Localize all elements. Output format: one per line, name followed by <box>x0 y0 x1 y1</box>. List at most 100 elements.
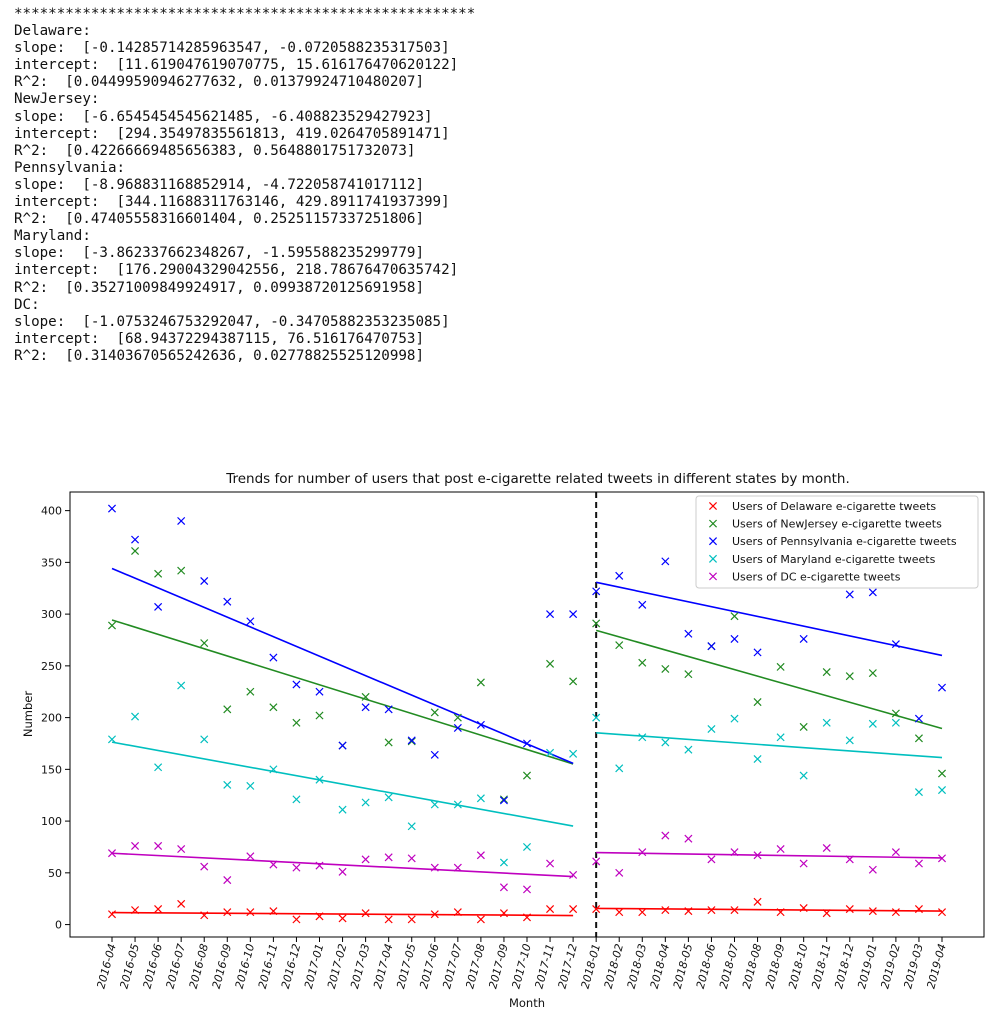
data-point <box>177 566 186 575</box>
data-point <box>822 843 831 853</box>
data-point <box>269 907 278 916</box>
x-tick-label: 2016-06 <box>141 942 165 990</box>
x-tick-label: 2017-05 <box>394 942 418 990</box>
trend-line <box>596 732 943 759</box>
data-point <box>868 719 877 728</box>
trend-line <box>595 629 943 730</box>
data-point <box>753 754 762 764</box>
data-point <box>891 718 900 727</box>
data-point <box>730 634 739 643</box>
data-point <box>476 720 485 729</box>
data-point <box>707 724 716 734</box>
data-point <box>730 906 739 915</box>
data-point <box>292 863 301 872</box>
data-point <box>154 763 163 772</box>
trend-line <box>111 852 574 878</box>
data-point <box>499 883 508 892</box>
data-point <box>707 642 716 651</box>
r2-line: R^2: [0.04499590946277632, 0.01379924710… <box>14 74 424 91</box>
data-point <box>361 703 370 712</box>
data-point <box>914 714 923 723</box>
data-point <box>707 855 716 864</box>
state-name: DC: <box>14 296 40 313</box>
data-point <box>592 587 601 596</box>
data-point <box>592 857 601 866</box>
data-point <box>799 722 808 731</box>
data-point <box>776 908 785 917</box>
data-point <box>246 617 255 626</box>
data-point <box>177 681 186 690</box>
data-point <box>269 703 278 712</box>
legend-label: Users of DC e-cigarette tweets <box>732 570 901 583</box>
data-point <box>384 738 393 747</box>
y-tick-label: 400 <box>41 505 62 518</box>
x-tick-label: 2019-03 <box>901 942 925 990</box>
data-point <box>822 909 831 918</box>
data-point <box>131 546 140 556</box>
data-point <box>200 735 209 744</box>
legend-marker <box>708 572 718 581</box>
data-point <box>937 769 947 778</box>
data-point <box>453 863 462 872</box>
trend-chart: Trends for number of users that post e-c… <box>21 471 985 1010</box>
data-point <box>914 788 923 797</box>
slope-line: slope: [-1.0753246753292047, -0.34705882… <box>14 313 450 330</box>
data-point <box>430 750 439 759</box>
data-point <box>338 805 347 814</box>
data-point <box>338 914 347 923</box>
data-point <box>661 557 670 566</box>
data-point <box>107 735 117 744</box>
data-point <box>177 899 186 908</box>
legend: Users of Delaware e-cigarette tweets User… <box>695 495 979 589</box>
data-point <box>246 852 255 861</box>
trend-line <box>111 567 574 765</box>
y-tick-label: 50 <box>48 867 62 880</box>
data-point <box>154 602 163 611</box>
data-point <box>638 600 647 609</box>
x-tick-label: 2016-10 <box>233 942 257 990</box>
state-name: Delaware: <box>14 23 91 40</box>
r2-line: R^2: [0.35271009849924917, 0.09938720125… <box>14 279 424 296</box>
x-tick-label: 2017-02 <box>325 942 349 990</box>
data-point <box>868 669 877 678</box>
y-tick-label: 150 <box>41 763 62 776</box>
data-point <box>246 781 255 790</box>
data-point <box>546 748 555 757</box>
data-point <box>546 905 555 914</box>
state-name: NewJersey: <box>14 91 100 108</box>
legend-marker <box>708 501 718 511</box>
data-point <box>546 659 555 668</box>
data-point <box>937 908 947 917</box>
x-tick-label: 2017-09 <box>486 942 510 990</box>
trend-line <box>596 907 943 912</box>
x-tick-label: 2017-12 <box>556 942 580 990</box>
x-tick-label: 2018-11 <box>809 942 833 990</box>
x-tick-label: 2017-06 <box>417 942 441 990</box>
slope-line: slope: [-3.862337662348267, -1.595588235… <box>14 245 424 262</box>
x-tick-label: 2016-05 <box>117 942 141 990</box>
data-point <box>707 906 716 915</box>
data-point <box>315 775 324 784</box>
data-point <box>845 855 854 864</box>
data-point <box>753 698 762 707</box>
x-tick-label: 2017-04 <box>371 942 395 990</box>
data-point <box>499 858 508 867</box>
intercept-line: intercept: [68.94372294387115, 76.516176… <box>14 330 424 347</box>
data-point <box>315 912 324 921</box>
data-point <box>453 800 462 809</box>
data-point <box>569 870 578 879</box>
data-point <box>131 712 140 721</box>
trend-line <box>111 619 574 765</box>
x-tick-label: 2017-10 <box>509 942 533 990</box>
x-tick-label: 2018-09 <box>763 942 787 990</box>
x-tick-label: 2018-08 <box>740 942 764 990</box>
x-tick-label: 2017-01 <box>302 942 326 990</box>
y-tick-label: 200 <box>41 712 62 725</box>
data-point <box>569 905 578 914</box>
x-tick-label: 2016-07 <box>164 942 188 990</box>
data-point <box>891 709 900 718</box>
intercept-line: intercept: [294.35497835561813, 419.0264… <box>14 125 450 142</box>
data-point <box>546 610 555 619</box>
data-point <box>476 794 485 803</box>
data-point <box>246 908 255 917</box>
